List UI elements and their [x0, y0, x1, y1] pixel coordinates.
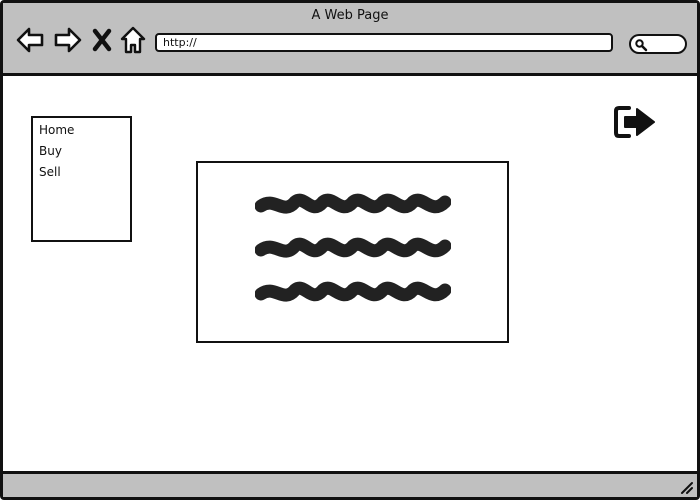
scribble-text-line	[255, 281, 451, 302]
back-button[interactable]	[15, 25, 45, 55]
home-button[interactable]	[118, 25, 148, 55]
search-icon	[635, 39, 648, 52]
scribble-text-line	[255, 193, 451, 214]
browser-toolbar: A Web Page	[3, 3, 697, 76]
nav-menu: Home Buy Sell	[31, 116, 132, 242]
window-title: A Web Page	[311, 8, 389, 23]
close-x-icon	[92, 28, 112, 52]
home-icon	[120, 26, 146, 54]
sign-out-icon	[614, 106, 655, 138]
address-bar[interactable]	[155, 33, 613, 52]
forward-button[interactable]	[53, 25, 83, 55]
scribble-text-line	[255, 237, 451, 258]
resize-grip-icon[interactable]	[679, 480, 693, 494]
stop-button[interactable]	[91, 25, 113, 55]
menu-item-buy[interactable]: Buy	[39, 144, 62, 158]
menu-item-sell[interactable]: Sell	[39, 165, 61, 179]
status-bar	[3, 471, 697, 497]
forward-arrow-icon	[54, 27, 82, 53]
content-panel	[196, 161, 509, 343]
back-arrow-icon	[16, 27, 44, 53]
menu-item-home[interactable]: Home	[39, 123, 75, 137]
search-box[interactable]	[629, 34, 687, 54]
sign-out-button[interactable]	[613, 103, 659, 147]
